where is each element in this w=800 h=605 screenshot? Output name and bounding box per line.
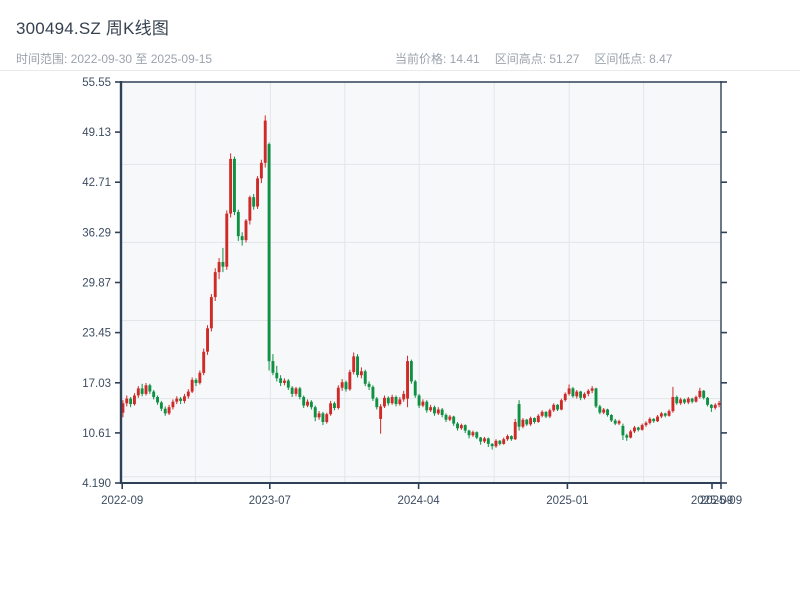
range-low-stat: 区间低点: 8.47	[594, 52, 673, 66]
svg-text:29.87: 29.87	[82, 278, 111, 290]
price-stats: 当前价格: 14.41 区间高点: 51.27 区间低点: 8.47	[395, 50, 672, 67]
svg-text:42.71: 42.71	[82, 177, 111, 189]
svg-text:10.61: 10.61	[82, 428, 111, 440]
svg-text:2025-01: 2025-01	[546, 495, 588, 507]
plot-background	[121, 82, 721, 483]
y-axis: 55.55 49.13 42.71 36.29 29.87 23.45 17.03 10.61…	[82, 77, 727, 490]
svg-text:2025-09: 2025-09	[691, 495, 733, 507]
svg-text:55.55: 55.55	[82, 77, 111, 89]
svg-text:23.45: 23.45	[82, 328, 111, 340]
kline-chart: 55.55 49.13 42.71 36.29 29.87 23.45 17.03 10.61…	[82, 77, 742, 507]
range-high-stat: 区间高点: 51.27	[494, 52, 580, 66]
svg-text:4.190: 4.190	[82, 478, 111, 490]
chart-area: 55.55 49.13 42.71 36.29 29.87 23.45 17.03 10.61…	[0, 70, 800, 600]
candles	[121, 115, 721, 450]
svg-text:49.13: 49.13	[82, 127, 111, 139]
svg-text:2023-07: 2023-07	[249, 495, 291, 507]
gridlines	[121, 82, 721, 483]
svg-text:2024-04: 2024-04	[397, 495, 440, 507]
current-price-stat: 当前价格: 14.41	[395, 52, 480, 66]
svg-text:17.03: 17.03	[82, 378, 111, 390]
page-title: 300494.SZ 周K线图	[16, 19, 170, 38]
svg-text:2022-09: 2022-09	[101, 495, 143, 507]
svg-text:2025-09: 2025-09	[700, 495, 742, 507]
date-range-label: 时间范围: 2022-09-30 至 2025-09-15	[16, 52, 213, 66]
header: 300494.SZ 周K线图 时间范围: 2022-09-30 至 2025-0…	[0, 0, 800, 71]
svg-text:36.29: 36.29	[82, 227, 111, 239]
x-axis: 2022-09 2023-07 2024-04 2025-01 2025-092025-…	[101, 483, 742, 507]
